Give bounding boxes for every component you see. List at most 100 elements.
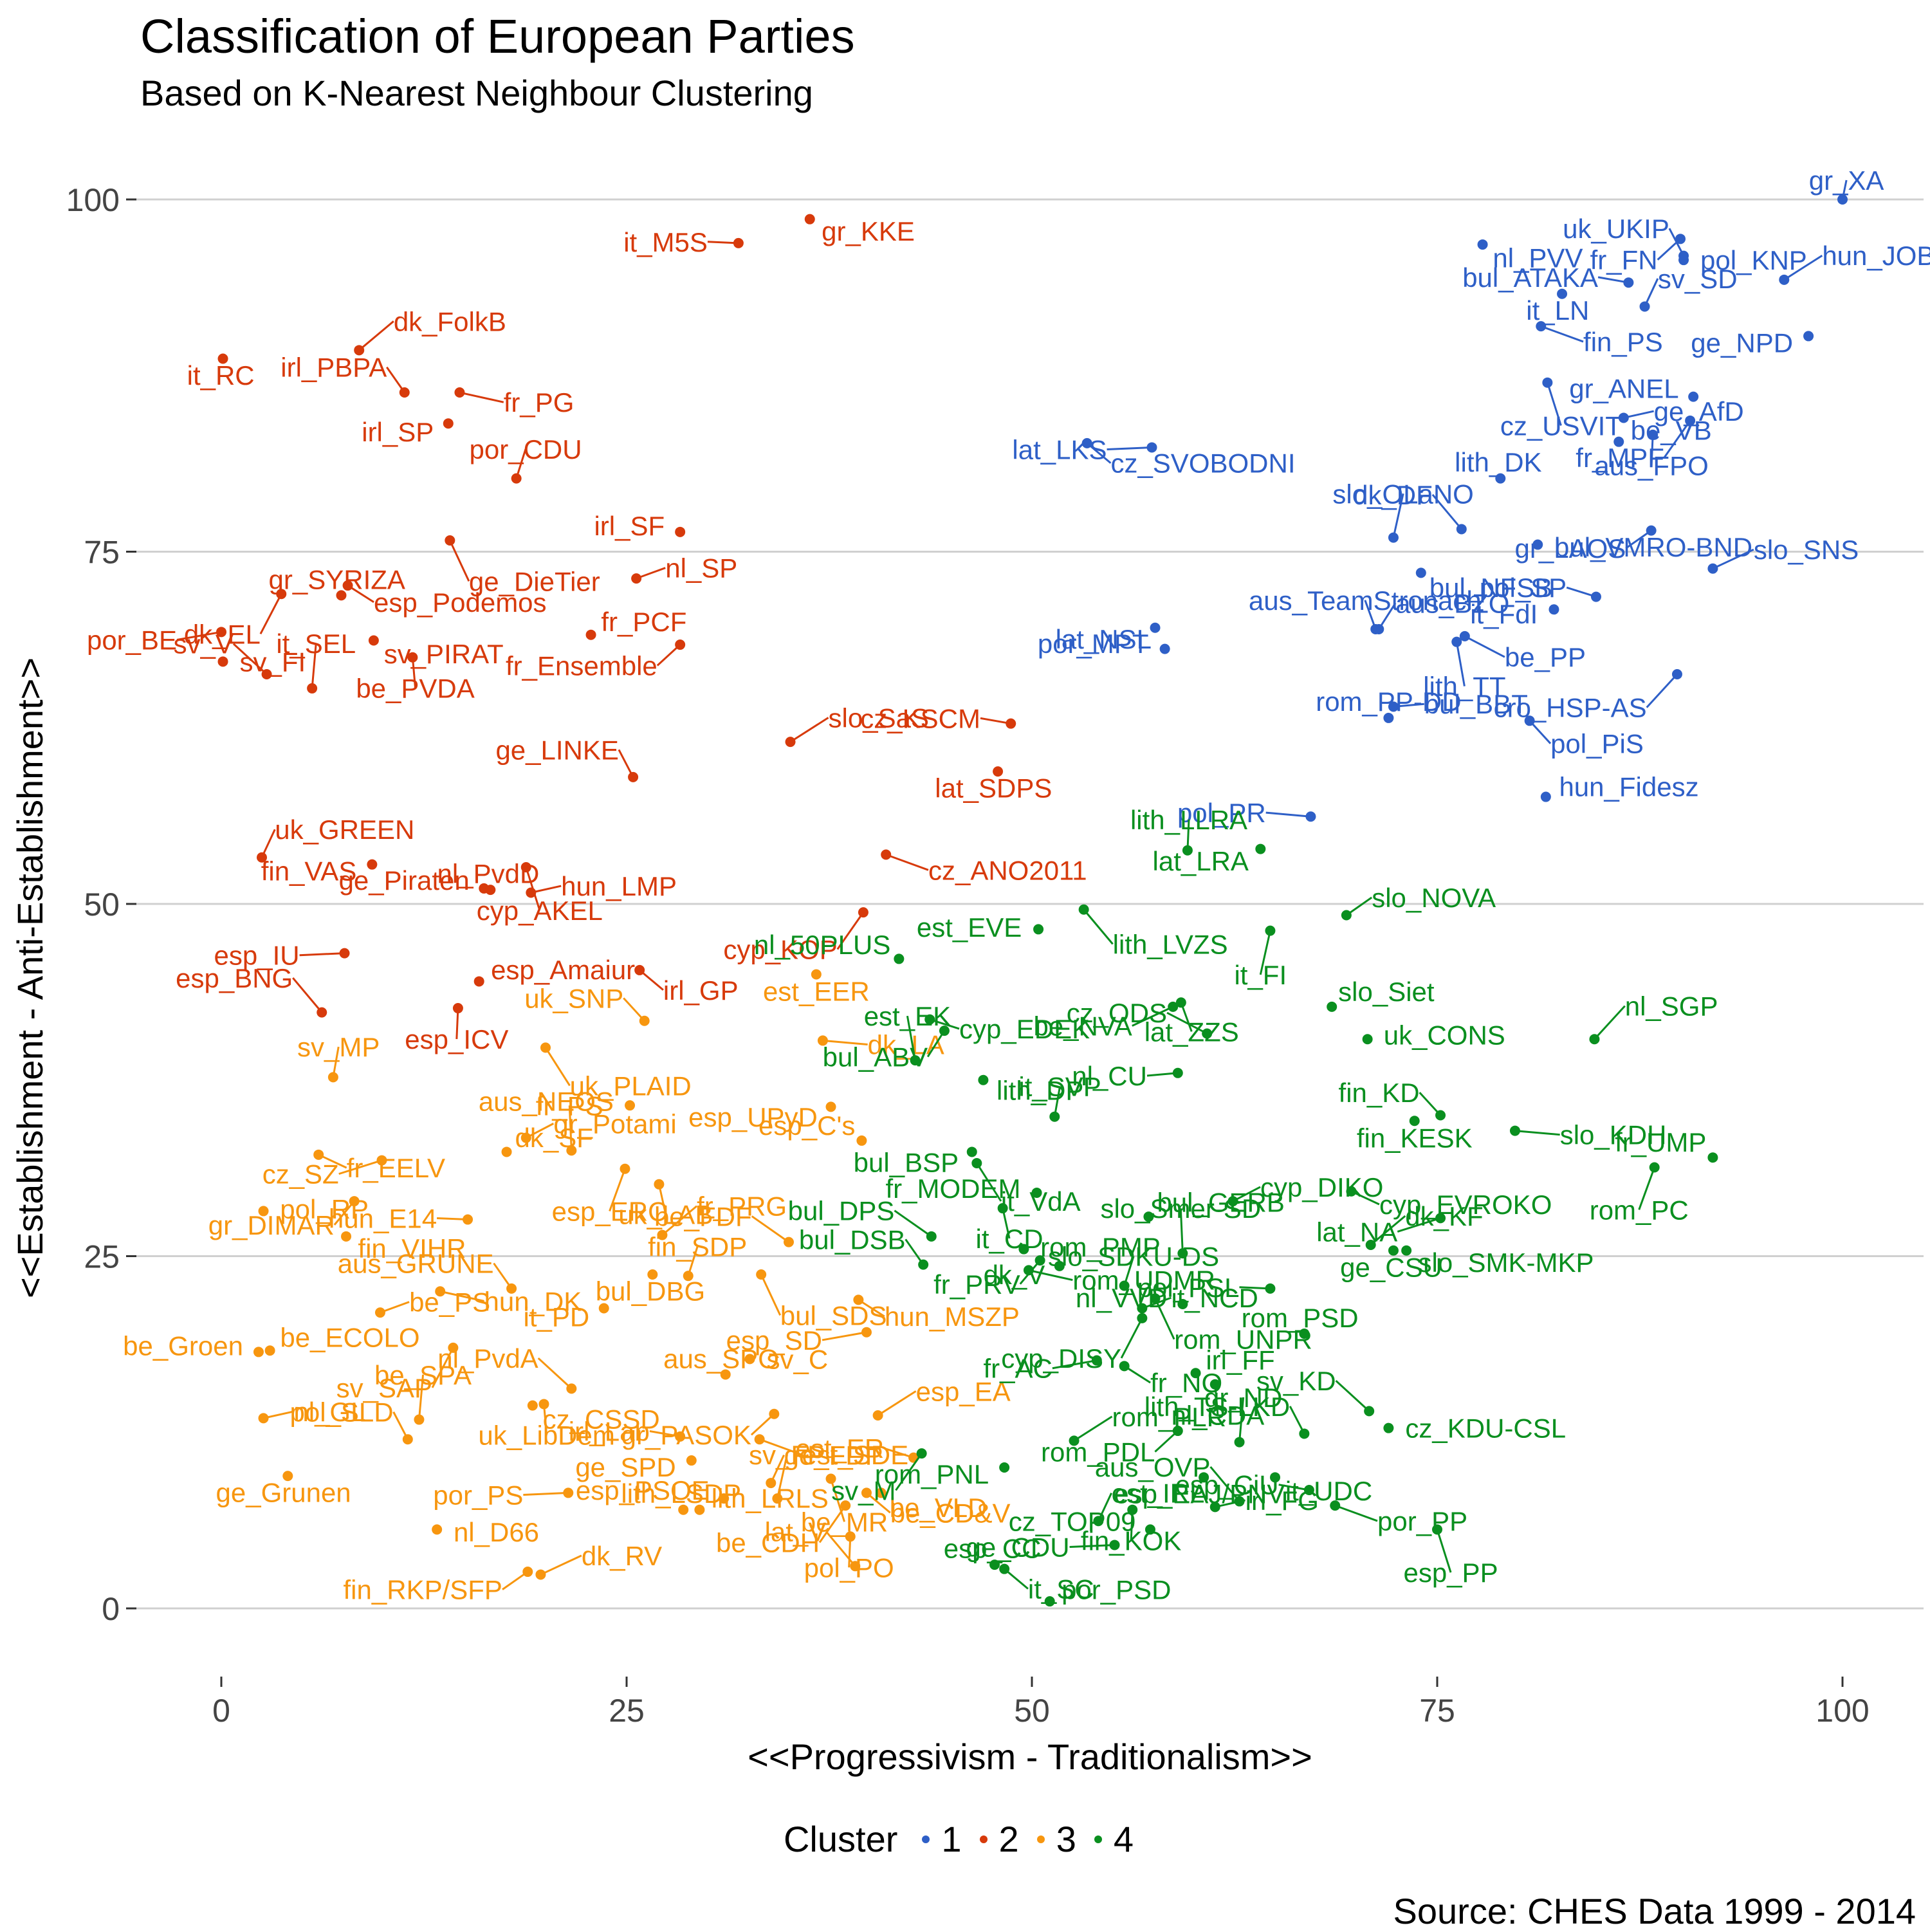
data-point [785, 737, 796, 748]
leader-line [929, 1018, 960, 1030]
data-point [1536, 321, 1547, 332]
point-label: nl_SGP [1625, 991, 1718, 1022]
point-label: rom_PP-DD [1316, 686, 1461, 717]
leader-line [1350, 1190, 1380, 1206]
point-label: nl_CU [1072, 1061, 1147, 1091]
data-point [853, 1294, 864, 1305]
data-point [376, 1155, 387, 1166]
leader-line [976, 1163, 1002, 1202]
point-label: ge_DieTier [469, 566, 600, 596]
data-point [402, 1434, 413, 1445]
point-label: it_M5S [623, 227, 708, 257]
data-point [675, 526, 686, 537]
data-point [407, 652, 418, 663]
point-label: aus_TeamStronach [1249, 585, 1482, 616]
data-point [535, 1569, 546, 1580]
leader-line [789, 717, 829, 743]
data-point [317, 1007, 327, 1018]
point-label: dk_DF [1353, 480, 1433, 510]
data-point [1435, 1213, 1446, 1224]
point-label: lith_LSDP [621, 1478, 741, 1509]
data-point [784, 1237, 794, 1247]
data-point [1388, 532, 1399, 543]
data-point [916, 1448, 927, 1459]
point-label: nl_SP [665, 553, 737, 584]
data-point [1383, 1422, 1394, 1433]
data-point [861, 1327, 872, 1338]
data-point [354, 345, 365, 356]
point-label: est_SDE [802, 1440, 908, 1470]
leader-line [1625, 529, 1652, 549]
point-label: irl_FF [1206, 1345, 1274, 1375]
data-point [1031, 1187, 1042, 1198]
data-point [1707, 1152, 1718, 1163]
point-label: ge_Grunen [216, 1477, 351, 1507]
leader-line [1107, 446, 1152, 450]
data-point [349, 1196, 360, 1207]
data-point [1177, 1248, 1188, 1259]
point-label: uk_GREEN [275, 814, 414, 845]
point-label: aus_FPO [1594, 451, 1708, 481]
point-label: por_CDU [470, 434, 582, 465]
data-point [769, 1408, 780, 1419]
point-label: sv_FP [749, 1440, 825, 1470]
data-point [825, 1473, 836, 1484]
point-label: rom_PSD [1242, 1303, 1359, 1333]
point-label: esp_SD [726, 1325, 822, 1356]
leader-line [776, 1454, 788, 1499]
leader-line [455, 1007, 459, 1040]
data-point [1346, 1186, 1357, 1197]
leader-line [1663, 419, 1691, 459]
data-point [1209, 1379, 1220, 1390]
data-point [336, 590, 347, 601]
leader-line [1123, 1256, 1135, 1286]
data-point [1495, 473, 1506, 484]
leader-line [515, 448, 527, 479]
point-label: por_MPT [1038, 629, 1149, 659]
point-label: dk_SF [515, 1123, 593, 1153]
point-label: pol_SLD [290, 1397, 394, 1428]
data-point [1146, 442, 1157, 453]
data-point [374, 1307, 385, 1318]
data-point [526, 887, 537, 898]
leader-line [1028, 1269, 1073, 1282]
data-point [217, 353, 228, 364]
leader-line [347, 584, 374, 603]
data-point [1119, 1361, 1130, 1372]
leader-line [537, 1357, 573, 1390]
point-label: aus_SPO [663, 1343, 779, 1374]
point-label: fr_Ensemble [506, 650, 657, 681]
data-point [1168, 1001, 1179, 1012]
data-point [744, 1354, 755, 1365]
data-point [754, 1434, 765, 1445]
chart-subtitle: Based on K-Nearest Neighbour Clustering [140, 73, 813, 113]
data-point [1143, 1211, 1154, 1222]
point-label: cz_SZ [262, 1159, 339, 1190]
data-point [1362, 1034, 1373, 1045]
data-point [563, 1487, 574, 1498]
point-label: it_SC [1028, 1574, 1094, 1605]
point-label: lith_LVZS [1113, 929, 1228, 959]
data-point [511, 473, 522, 484]
point-label: it_RC [187, 360, 255, 391]
legend-swatch-3 [1036, 1835, 1045, 1843]
legend-item-2: 2 [975, 1818, 1019, 1860]
point-label: aus_GRUNE [338, 1249, 494, 1279]
data-point [1006, 718, 1016, 729]
point-label: sv_C [767, 1344, 829, 1374]
leader-line [877, 1390, 917, 1417]
point-label: gr_SYRIZA [269, 564, 405, 594]
data-point [261, 669, 272, 680]
point-label: lith_LLRA [1130, 805, 1247, 835]
point-label: uk_LAB [618, 1200, 713, 1230]
leader-line [1132, 1006, 1173, 1027]
data-point [811, 969, 822, 980]
data-point [454, 387, 465, 398]
data-point [1330, 1500, 1341, 1511]
point-label: rom_UDMR [1072, 1265, 1215, 1296]
data-point [850, 1561, 861, 1572]
data-point [1451, 636, 1462, 647]
point-label: pol_SP [1480, 573, 1567, 603]
point-label: bul_BBT [1424, 689, 1528, 719]
legend-title: Cluster [783, 1819, 898, 1859]
